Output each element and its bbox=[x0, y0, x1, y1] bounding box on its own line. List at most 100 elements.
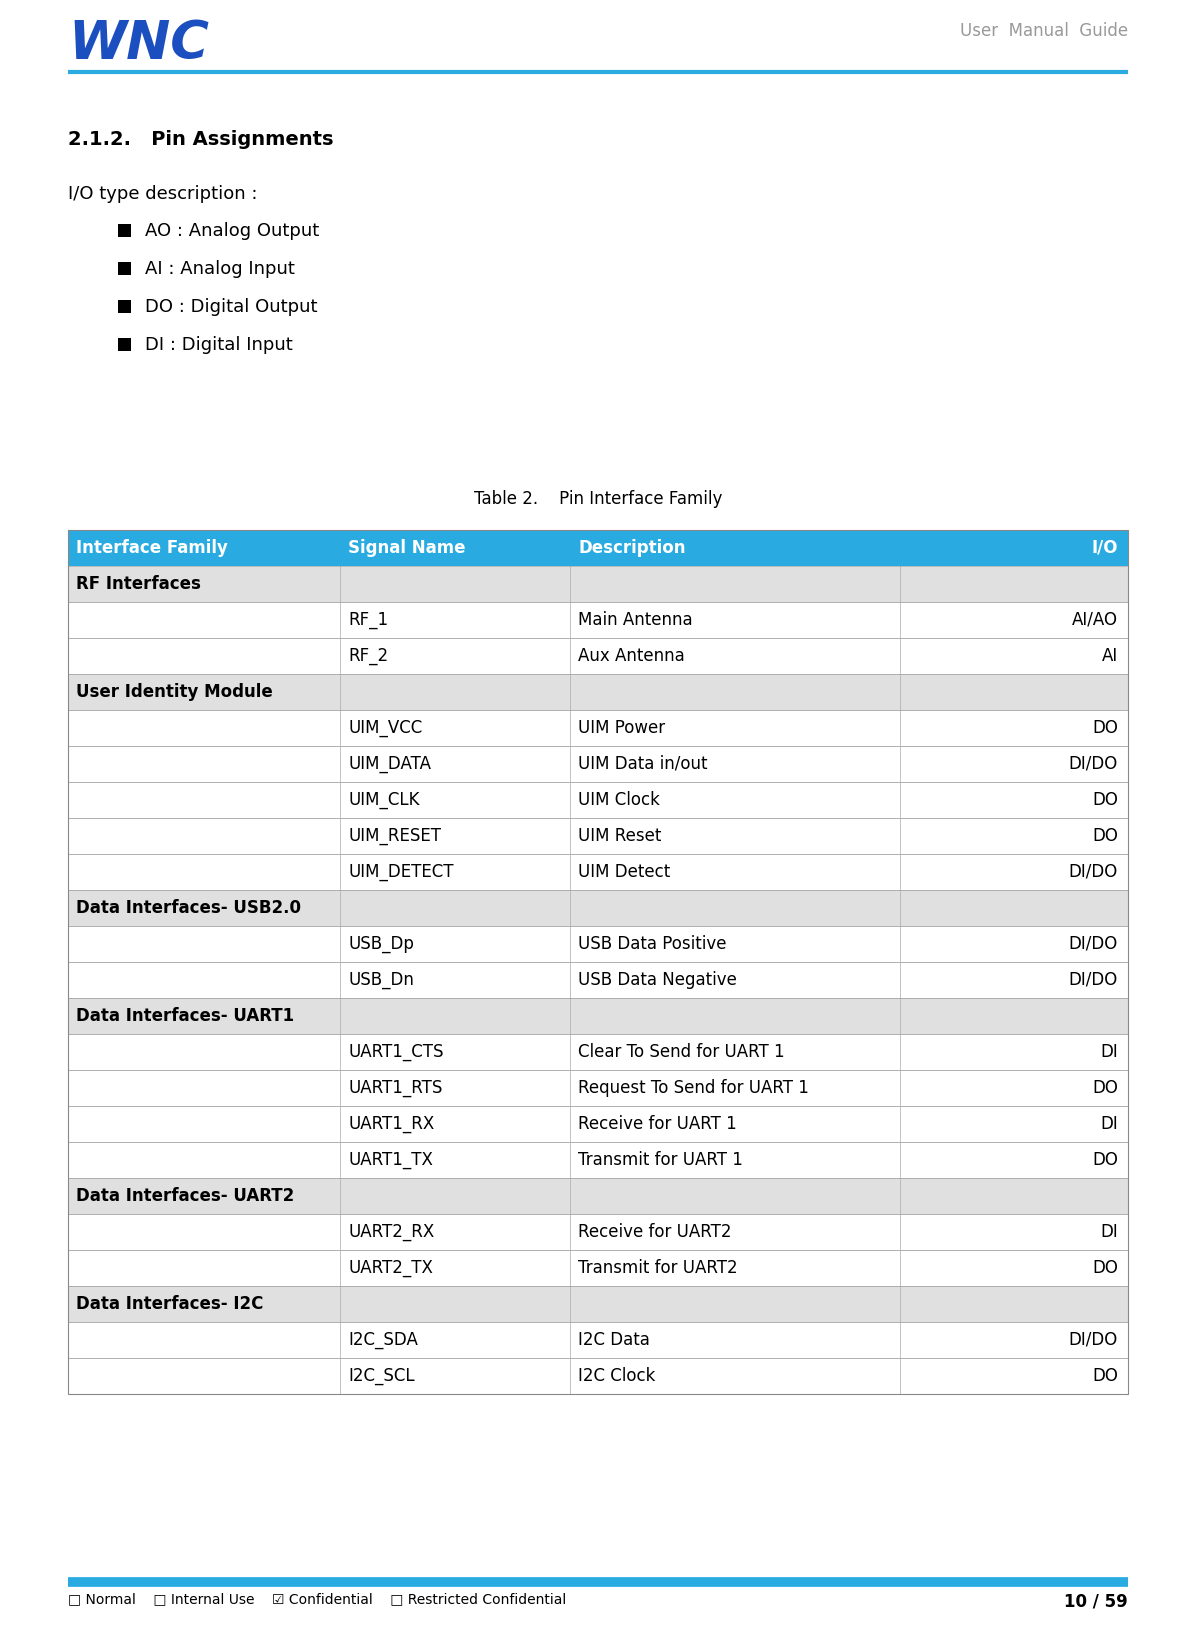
Text: Signal Name: Signal Name bbox=[348, 540, 465, 557]
Bar bbox=[68, 818, 1128, 854]
Bar bbox=[68, 1107, 1128, 1143]
Bar bbox=[68, 566, 1128, 601]
Text: UART1_RTS: UART1_RTS bbox=[348, 1079, 443, 1097]
Text: AI: AI bbox=[1102, 647, 1118, 665]
Bar bbox=[68, 711, 1128, 747]
Text: Clear To Send for UART 1: Clear To Send for UART 1 bbox=[578, 1043, 785, 1061]
Text: USB_Dn: USB_Dn bbox=[348, 971, 414, 989]
Text: DI/DO: DI/DO bbox=[1069, 862, 1118, 880]
Text: Request To Send for UART 1: Request To Send for UART 1 bbox=[578, 1079, 808, 1097]
Text: UIM Clock: UIM Clock bbox=[578, 791, 660, 808]
Text: USB Data Positive: USB Data Positive bbox=[578, 936, 726, 954]
Bar bbox=[68, 1286, 1128, 1322]
Text: 2.1.2.   Pin Assignments: 2.1.2. Pin Assignments bbox=[68, 130, 334, 148]
Bar bbox=[68, 747, 1128, 782]
Text: I2C_SCL: I2C_SCL bbox=[348, 1368, 415, 1386]
Bar bbox=[68, 1107, 1128, 1143]
Bar bbox=[68, 1178, 1128, 1214]
Text: I2C Clock: I2C Clock bbox=[578, 1368, 655, 1386]
Text: DO: DO bbox=[1092, 719, 1118, 737]
Bar bbox=[68, 1143, 1128, 1178]
Bar bbox=[68, 926, 1128, 962]
Bar bbox=[68, 1358, 1128, 1394]
Bar bbox=[68, 962, 1128, 998]
Text: Receive for UART 1: Receive for UART 1 bbox=[578, 1115, 737, 1133]
Text: DI: DI bbox=[1100, 1222, 1118, 1240]
Bar bbox=[118, 223, 132, 236]
Bar bbox=[68, 1143, 1128, 1178]
Bar bbox=[68, 926, 1128, 962]
Text: Data Interfaces- I2C: Data Interfaces- I2C bbox=[77, 1294, 263, 1314]
Text: DI/DO: DI/DO bbox=[1069, 1332, 1118, 1350]
Text: UIM Power: UIM Power bbox=[578, 719, 665, 737]
Bar bbox=[118, 337, 132, 350]
Bar bbox=[68, 854, 1128, 890]
Text: UIM_RESET: UIM_RESET bbox=[348, 826, 441, 844]
Text: UART2_TX: UART2_TX bbox=[348, 1258, 433, 1276]
Text: 10 / 59: 10 / 59 bbox=[1064, 1593, 1128, 1610]
Bar bbox=[68, 601, 1128, 637]
Text: RF_1: RF_1 bbox=[348, 611, 389, 629]
Bar bbox=[68, 1178, 1128, 1214]
Bar bbox=[68, 711, 1128, 747]
Text: DO: DO bbox=[1092, 791, 1118, 808]
Bar bbox=[118, 262, 132, 275]
Text: UIM_DETECT: UIM_DETECT bbox=[348, 862, 453, 880]
Text: Transmit for UART 1: Transmit for UART 1 bbox=[578, 1151, 743, 1169]
Bar bbox=[68, 782, 1128, 818]
Text: UIM Detect: UIM Detect bbox=[578, 862, 670, 880]
Bar bbox=[68, 998, 1128, 1033]
Text: UIM Data in/out: UIM Data in/out bbox=[578, 755, 708, 773]
Text: DO: DO bbox=[1092, 1368, 1118, 1386]
Bar bbox=[68, 1250, 1128, 1286]
Bar bbox=[68, 1214, 1128, 1250]
Text: DI: DI bbox=[1100, 1115, 1118, 1133]
Text: Data Interfaces- UART1: Data Interfaces- UART1 bbox=[77, 1007, 294, 1025]
Bar bbox=[68, 601, 1128, 637]
Bar bbox=[68, 1250, 1128, 1286]
Text: UIM_VCC: UIM_VCC bbox=[348, 719, 422, 737]
Bar bbox=[68, 1286, 1128, 1322]
Bar bbox=[68, 1069, 1128, 1107]
Bar bbox=[68, 1214, 1128, 1250]
Text: USB Data Negative: USB Data Negative bbox=[578, 971, 737, 989]
Bar bbox=[68, 1358, 1128, 1394]
Bar bbox=[118, 300, 132, 313]
Text: Table 2.    Pin Interface Family: Table 2. Pin Interface Family bbox=[474, 491, 722, 509]
Text: DO: DO bbox=[1092, 1258, 1118, 1276]
Bar bbox=[68, 747, 1128, 782]
Bar bbox=[68, 637, 1128, 673]
Text: UART2_RX: UART2_RX bbox=[348, 1222, 434, 1240]
Text: Data Interfaces- USB2.0: Data Interfaces- USB2.0 bbox=[77, 900, 301, 918]
Text: DO: DO bbox=[1092, 1151, 1118, 1169]
Text: AI : Analog Input: AI : Analog Input bbox=[145, 261, 295, 279]
Bar bbox=[68, 962, 1128, 998]
Bar bbox=[68, 530, 1128, 1394]
Bar bbox=[68, 673, 1128, 711]
Text: DI: DI bbox=[1100, 1043, 1118, 1061]
Text: DO : Digital Output: DO : Digital Output bbox=[145, 298, 317, 316]
Bar bbox=[68, 854, 1128, 890]
Text: Main Antenna: Main Antenna bbox=[578, 611, 692, 629]
Text: AO : Analog Output: AO : Analog Output bbox=[145, 222, 319, 240]
Text: UIM_CLK: UIM_CLK bbox=[348, 791, 420, 808]
Text: Aux Antenna: Aux Antenna bbox=[578, 647, 685, 665]
Bar bbox=[68, 1322, 1128, 1358]
Text: UART1_TX: UART1_TX bbox=[348, 1151, 433, 1169]
Bar bbox=[68, 530, 1128, 566]
Text: Transmit for UART2: Transmit for UART2 bbox=[578, 1258, 738, 1276]
Text: DI/DO: DI/DO bbox=[1069, 755, 1118, 773]
Text: UIM_DATA: UIM_DATA bbox=[348, 755, 431, 773]
Bar bbox=[68, 1033, 1128, 1069]
Text: I/O type description :: I/O type description : bbox=[68, 184, 257, 204]
Text: I/O: I/O bbox=[1092, 540, 1118, 557]
Text: DO: DO bbox=[1092, 1079, 1118, 1097]
Text: DO: DO bbox=[1092, 826, 1118, 844]
Text: UART1_CTS: UART1_CTS bbox=[348, 1043, 444, 1061]
Text: I2C Data: I2C Data bbox=[578, 1332, 649, 1350]
Text: WNC: WNC bbox=[68, 18, 209, 70]
Text: Receive for UART2: Receive for UART2 bbox=[578, 1222, 732, 1240]
Bar bbox=[68, 818, 1128, 854]
Bar bbox=[68, 890, 1128, 926]
Text: User Identity Module: User Identity Module bbox=[77, 683, 273, 701]
